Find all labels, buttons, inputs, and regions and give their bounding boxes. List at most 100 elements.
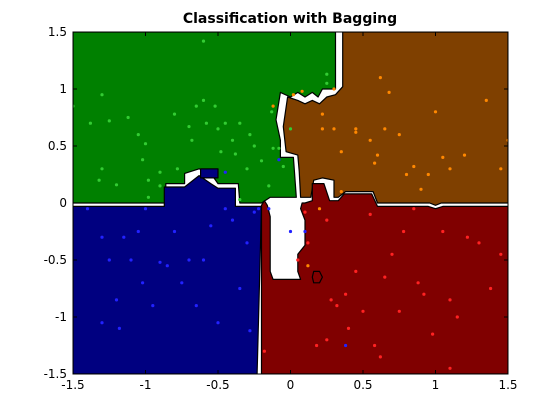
data-point-s2-15 bbox=[412, 207, 416, 211]
data-point-s1-13 bbox=[426, 172, 430, 177]
data-point-s1-5 bbox=[354, 127, 358, 131]
data-point-s0-28 bbox=[252, 144, 256, 148]
region-blue-4 bbox=[73, 175, 263, 374]
data-point-s2-3 bbox=[329, 298, 333, 302]
data-point-s1-18 bbox=[484, 98, 488, 102]
data-point-s0-30 bbox=[267, 184, 271, 188]
data-point-s0-39 bbox=[97, 178, 101, 182]
data-point-s1-29 bbox=[317, 207, 322, 211]
region-blue-inner-5 bbox=[200, 168, 219, 179]
data-point-s3-9 bbox=[151, 304, 155, 308]
data-point-s2-30 bbox=[448, 366, 452, 370]
data-point-s2-26 bbox=[368, 212, 372, 216]
data-point-s0-14 bbox=[187, 125, 191, 129]
data-point-s0-21 bbox=[219, 150, 223, 154]
data-point-s2-23 bbox=[477, 241, 481, 245]
data-point-s2-27 bbox=[315, 343, 319, 348]
data-point-s2-9 bbox=[373, 343, 377, 348]
data-point-s0-36 bbox=[201, 39, 206, 43]
data-point-s1-12 bbox=[419, 187, 423, 191]
data-point-s2-21 bbox=[455, 315, 459, 319]
data-point-s2-22 bbox=[465, 235, 469, 239]
data-point-s1-24 bbox=[271, 104, 275, 108]
data-point-s3-14 bbox=[187, 258, 191, 262]
data-point-s2-8 bbox=[361, 309, 365, 313]
data-point-s3-17 bbox=[209, 224, 213, 228]
data-point-s3-5 bbox=[122, 235, 126, 239]
data-point-s3-23 bbox=[248, 329, 252, 333]
data-point-s1-0 bbox=[291, 93, 295, 97]
data-point-s1-6 bbox=[368, 138, 372, 142]
data-point-s1-19 bbox=[499, 167, 503, 171]
y-tick-label: 0 bbox=[59, 196, 67, 210]
x-tick-label: -0.5 bbox=[206, 378, 229, 392]
data-point-s1-14 bbox=[433, 110, 438, 114]
data-point-s2-18 bbox=[431, 332, 435, 336]
data-point-s3-20 bbox=[230, 218, 235, 222]
data-point-s3-11 bbox=[165, 264, 169, 268]
y-axis: 1.5 1 0.5 0 -0.5 -1 -1.5 bbox=[44, 25, 508, 381]
data-point-s2-28 bbox=[262, 349, 266, 353]
data-point-s0-13 bbox=[175, 167, 179, 171]
data-point-s2-7 bbox=[354, 269, 358, 273]
data-point-s1-23 bbox=[373, 161, 377, 165]
data-point-s3-8 bbox=[143, 207, 148, 211]
region-brown-1 bbox=[282, 32, 508, 206]
data-point-s0-35 bbox=[288, 127, 293, 131]
data-point-s2-31 bbox=[303, 210, 307, 214]
data-point-s0-33 bbox=[277, 146, 281, 150]
y-tick-label: 1 bbox=[59, 82, 67, 96]
data-point-s2-1 bbox=[306, 241, 310, 245]
y-tick-label: -1 bbox=[55, 310, 67, 324]
y-tick-label: 0.5 bbox=[48, 139, 67, 153]
data-point-s0-34 bbox=[281, 164, 285, 169]
data-point-s3-28 bbox=[277, 158, 281, 162]
data-point-s0-40 bbox=[325, 72, 329, 76]
data-point-s3-13 bbox=[180, 281, 184, 285]
data-point-s0-10 bbox=[158, 170, 162, 174]
data-point-s3-32 bbox=[303, 229, 307, 234]
region-red-island-3 bbox=[311, 270, 323, 284]
data-point-s3-10 bbox=[158, 260, 162, 264]
data-point-s0-19 bbox=[213, 104, 217, 108]
data-point-s0-25 bbox=[238, 121, 242, 125]
data-point-s3-19 bbox=[223, 207, 227, 211]
data-point-s0-12 bbox=[172, 112, 177, 116]
data-point-s0-1 bbox=[88, 121, 92, 125]
data-point-s1-2 bbox=[320, 112, 324, 116]
decision-regions bbox=[73, 32, 508, 374]
data-point-s1-8 bbox=[387, 90, 391, 94]
data-point-s0-20 bbox=[216, 127, 220, 131]
data-point-s2-6 bbox=[346, 326, 351, 330]
data-point-s1-26 bbox=[320, 127, 324, 131]
data-point-s3-31 bbox=[141, 281, 145, 285]
plot-area bbox=[73, 32, 508, 374]
data-point-s2-4 bbox=[335, 304, 339, 308]
data-point-s1-7 bbox=[375, 153, 380, 157]
y-tick-label: -0.5 bbox=[44, 253, 67, 267]
data-point-s0-2 bbox=[100, 93, 104, 97]
data-point-s2-19 bbox=[441, 229, 445, 234]
data-point-s0-17 bbox=[201, 98, 206, 102]
sample-points bbox=[73, 39, 508, 370]
data-point-s3-1 bbox=[100, 235, 104, 239]
data-point-s3-2 bbox=[107, 258, 111, 262]
data-point-s1-25 bbox=[332, 87, 336, 91]
data-point-s3-24 bbox=[252, 210, 256, 214]
data-point-s3-18 bbox=[216, 321, 220, 325]
data-point-s1-21 bbox=[354, 130, 358, 134]
data-point-s3-12 bbox=[172, 229, 177, 234]
data-point-s0-6 bbox=[126, 115, 130, 120]
data-point-s3-6 bbox=[129, 258, 133, 262]
data-point-s3-3 bbox=[114, 298, 119, 302]
data-point-s3-30 bbox=[344, 343, 348, 348]
region-red-2 bbox=[260, 183, 508, 374]
data-point-s0-24 bbox=[233, 152, 237, 156]
data-point-s3-21 bbox=[238, 286, 242, 291]
data-point-s3-0 bbox=[85, 207, 90, 211]
data-point-s2-14 bbox=[402, 229, 406, 234]
data-point-s2-16 bbox=[416, 281, 420, 285]
data-point-s0-8 bbox=[143, 142, 148, 146]
data-point-s0-42 bbox=[238, 198, 242, 202]
